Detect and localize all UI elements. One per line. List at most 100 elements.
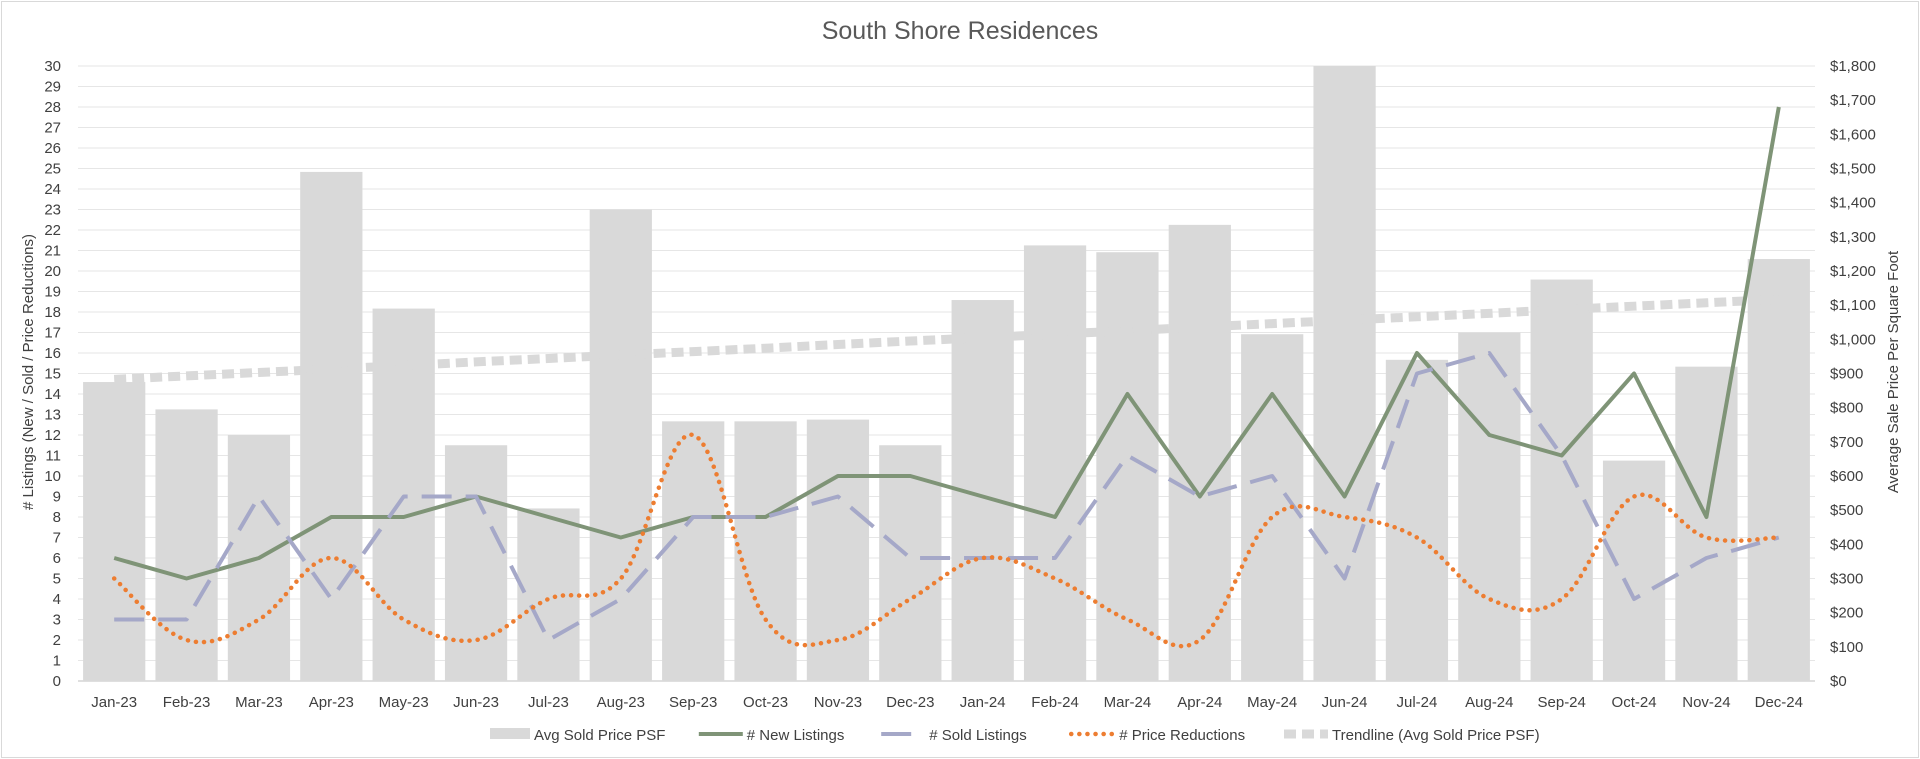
left-axis-tick-label: 28	[44, 99, 61, 116]
bar-avg-sold-price-psf	[589, 209, 652, 681]
x-axis-tick-label: Sep-23	[669, 694, 717, 711]
left-axis-tick-label: 29	[44, 79, 61, 96]
right-axis-tick-label: $1,600	[1830, 126, 1876, 143]
x-axis-tick-label: Sep-24	[1538, 694, 1586, 711]
right-axis-tick-label: $1,200	[1830, 263, 1876, 280]
left-axis-tick-label: 13	[44, 407, 61, 424]
bar-avg-sold-price-psf	[1023, 245, 1087, 681]
x-axis-tick-label: Jul-24	[1397, 694, 1438, 711]
legend: Avg Sold Price PSF # New Listings # Sold L…	[490, 727, 1540, 744]
x-axis-tick-label: Jan-23	[91, 694, 137, 711]
left-axis-tick-label: 30	[44, 58, 61, 75]
left-axis-tick-label: 14	[44, 386, 61, 403]
left-axis-title: # Listings (New / Sold / Price Reduction…	[20, 234, 37, 510]
chart-title: South Shore Residences	[822, 17, 1099, 45]
right-axis-tick-label: $0	[1830, 673, 1847, 690]
x-axis-tick-label: Aug-23	[597, 694, 645, 711]
right-axis-title: Average Sale Price Per Square Foot	[1885, 250, 1902, 493]
left-axis-tick-label: 15	[44, 366, 61, 383]
x-axis-tick-label: Mar-24	[1104, 694, 1152, 711]
bar-avg-sold-price-psf	[1313, 66, 1376, 681]
legend-label: Trendline (Avg Sold Price PSF)	[1332, 727, 1540, 744]
x-axis-tick-label: Feb-24	[1031, 694, 1079, 711]
right-axis-tick-label: $400	[1830, 536, 1863, 553]
x-axis-tick-label: Apr-23	[309, 694, 354, 711]
left-axis-ticks: 0123456789101112131415161718192021222324…	[44, 58, 61, 690]
x-axis-tick-label: Dec-24	[1755, 694, 1803, 711]
bar-avg-sold-price-psf	[662, 421, 725, 681]
legend-label: # New Listings	[747, 727, 845, 744]
x-axis-tick-label: Oct-23	[743, 694, 788, 711]
left-axis-tick-label: 18	[44, 304, 61, 321]
x-axis-tick-label: May-24	[1247, 694, 1297, 711]
bar-avg-sold-price-psf	[1675, 366, 1738, 681]
right-axis-ticks: $0 $100 $200 $300 $400 $500 $600 $700 $800 $900 $1…	[1830, 58, 1876, 690]
legend-label: # Sold Listings	[929, 727, 1027, 744]
legend-swatch	[490, 728, 530, 739]
right-axis-tick-label: $700	[1830, 434, 1863, 451]
x-axis-tick-label: Nov-23	[814, 694, 862, 711]
right-axis-tick-label: $1,300	[1830, 229, 1876, 246]
x-axis-tick-label: Jun-24	[1322, 694, 1368, 711]
left-axis-tick-label: 9	[53, 489, 61, 506]
bar-avg-sold-price-psf	[1458, 332, 1521, 681]
left-axis-tick-label: 1	[53, 653, 61, 670]
right-axis-tick-label: $900	[1830, 366, 1863, 383]
legend-label: Avg Sold Price PSF	[534, 727, 665, 744]
bar-avg-sold-price-psf	[300, 171, 363, 681]
right-axis-tick-label: $1,000	[1830, 331, 1876, 348]
bar-avg-sold-price-psf	[879, 445, 942, 681]
right-axis-tick-label: $1,400	[1830, 195, 1876, 212]
x-axis-tick-label: Nov-24	[1682, 694, 1730, 711]
left-axis-tick-label: 6	[53, 550, 61, 567]
left-axis-tick-label: 7	[53, 530, 61, 547]
left-axis-tick-label: 20	[44, 263, 61, 280]
line-price-reductions	[111, 432, 1782, 649]
x-axis-tick-label: Jul-23	[528, 694, 569, 711]
bar-avg-sold-price-psf	[155, 409, 218, 681]
left-axis-tick-label: 10	[44, 468, 61, 485]
line-sold-listings	[114, 351, 1780, 642]
bar-avg-sold-price-psf	[83, 382, 146, 681]
left-axis-tick-label: 26	[44, 140, 61, 157]
x-axis-tick-label: Jan-24	[960, 694, 1006, 711]
left-axis-tick-label: 17	[44, 325, 61, 342]
left-axis-tick-label: 2	[53, 632, 61, 649]
right-axis-tick-label: $1,800	[1830, 58, 1876, 75]
x-axis-tick-label: Jun-23	[453, 694, 499, 711]
left-axis-tick-label: 22	[44, 222, 61, 239]
left-axis-tick-label: 23	[44, 202, 61, 219]
x-axis-tick-label: Mar-23	[235, 694, 283, 711]
x-axis-tick-label: May-23	[379, 694, 429, 711]
right-axis-tick-label: $500	[1830, 502, 1863, 519]
right-axis-tick-label: $1,500	[1830, 161, 1876, 178]
bar-series	[83, 66, 1810, 682]
right-axis-tick-label: $300	[1830, 571, 1863, 588]
left-axis-tick-label: 11	[45, 448, 61, 465]
left-axis-tick-label: 0	[53, 673, 61, 690]
x-axis-tick-label: Feb-23	[163, 694, 211, 711]
left-axis-tick-label: 5	[53, 571, 61, 588]
x-axis-tick-label: Oct-24	[1612, 694, 1657, 711]
bar-avg-sold-price-psf	[806, 419, 870, 681]
left-axis-tick-label: 4	[53, 591, 61, 608]
left-axis-tick-label: 25	[44, 161, 61, 178]
left-axis-tick-label: 21	[44, 243, 61, 260]
left-axis-tick-label: 27	[44, 120, 61, 137]
bar-avg-sold-price-psf	[444, 445, 508, 681]
legend-label: # Price Reductions	[1119, 727, 1245, 744]
x-axis-tick-label: Dec-23	[886, 694, 934, 711]
bar-avg-sold-price-psf	[1602, 460, 1666, 681]
bar-avg-sold-price-psf	[1168, 224, 1231, 681]
x-axis-tick-label: Aug-24	[1465, 694, 1513, 711]
line-series	[111, 106, 1782, 649]
right-axis-tick-label: $600	[1830, 468, 1863, 485]
left-axis-tick-label: 24	[44, 181, 61, 198]
left-axis-tick-label: 8	[53, 509, 61, 526]
bar-avg-sold-price-psf	[1747, 259, 1810, 681]
bar-avg-sold-price-psf	[1530, 279, 1593, 681]
left-axis-tick-label: 16	[44, 345, 61, 362]
bar-avg-sold-price-psf	[1385, 359, 1449, 681]
